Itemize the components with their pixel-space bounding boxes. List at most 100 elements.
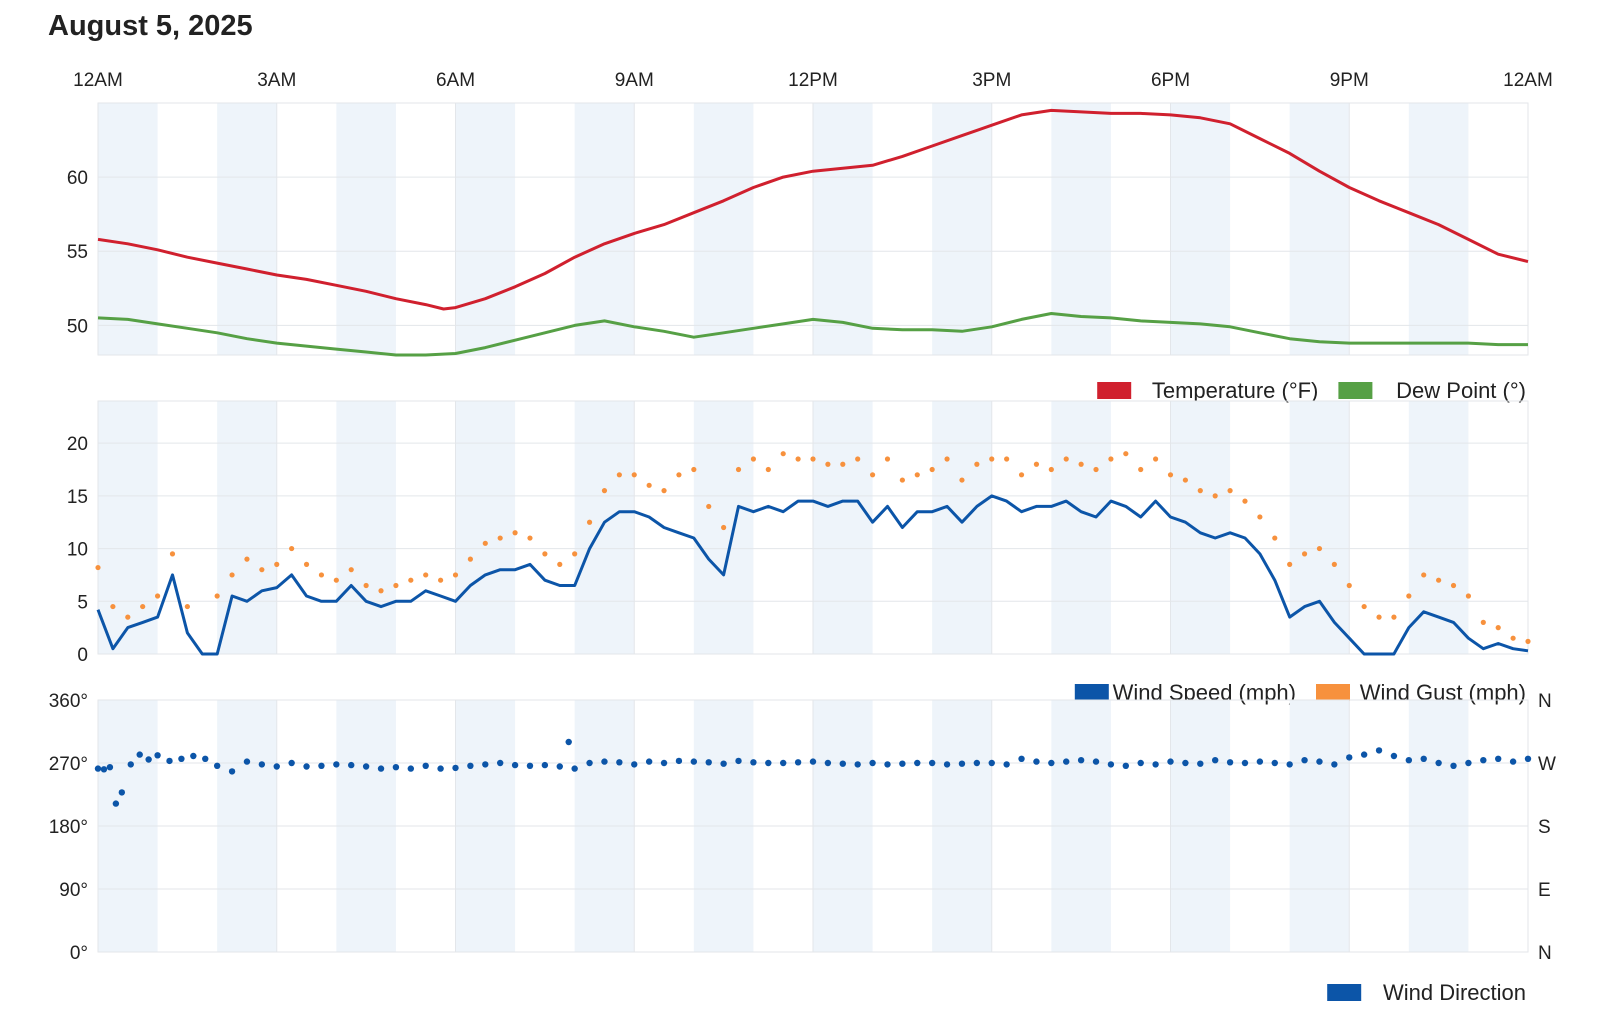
- gust-point: [1123, 451, 1129, 457]
- direction-point: [854, 761, 861, 768]
- direction-point: [1450, 762, 1457, 769]
- compass-tick-label: N: [1538, 943, 1552, 964]
- gust-point: [1033, 461, 1040, 467]
- direction-point: [511, 761, 519, 769]
- time-label: 6AM: [436, 70, 475, 91]
- gust-point: [1093, 466, 1099, 473]
- legend-label: Wind Direction: [1383, 980, 1526, 1005]
- gust-point: [378, 588, 384, 594]
- wind-direction-legend: Wind Direction: [1327, 980, 1526, 1005]
- gust-point: [289, 545, 295, 552]
- direction-point: [660, 759, 668, 767]
- direction-point: [496, 759, 504, 767]
- direction-point: [809, 758, 817, 765]
- direction-point: [645, 758, 653, 765]
- time-label: 12AM: [73, 70, 123, 91]
- compass-tick-label: E: [1538, 880, 1551, 901]
- direction-point: [1018, 755, 1025, 762]
- direction-point: [1346, 754, 1353, 761]
- direction-point: [362, 763, 370, 770]
- direction-point: [112, 800, 120, 807]
- time-label: 3AM: [257, 70, 296, 91]
- gust-point: [1525, 638, 1531, 644]
- gust-point: [884, 456, 891, 462]
- direction-point: [1241, 759, 1249, 767]
- direction-point: [136, 751, 143, 758]
- direction-point: [273, 763, 280, 770]
- gust-point: [601, 488, 608, 494]
- gust-point: [1480, 619, 1486, 625]
- hour-stripe: [98, 103, 158, 355]
- direction-point: [750, 759, 757, 766]
- y-tick-label: 55: [67, 242, 88, 263]
- hour-stripe: [1051, 401, 1111, 654]
- gust-point: [959, 477, 965, 483]
- legend-swatch: [1338, 382, 1373, 399]
- direction-point: [94, 765, 102, 772]
- direction-point: [1524, 755, 1532, 762]
- direction-point: [213, 762, 221, 769]
- compass-tick-label: S: [1538, 817, 1551, 838]
- gust-point: [1078, 461, 1084, 467]
- direction-point: [1167, 758, 1174, 765]
- gust-point: [735, 466, 742, 473]
- direction-point: [1107, 761, 1115, 768]
- direction-point: [1256, 758, 1264, 765]
- direction-point: [482, 761, 489, 768]
- gust-point: [944, 456, 950, 462]
- gust-point: [229, 572, 235, 578]
- direction-point: [526, 762, 534, 769]
- gust-point: [929, 466, 935, 473]
- gust-point: [95, 564, 101, 571]
- gust-point: [825, 461, 831, 467]
- direction-point: [422, 762, 429, 769]
- hour-stripe: [1289, 401, 1350, 654]
- gust-point: [974, 461, 980, 467]
- direction-point: [202, 755, 209, 762]
- temperature-legend: Dew Point (°) Temperature (°F): [1097, 378, 1526, 403]
- direction-point: [601, 758, 608, 765]
- direction-point: [348, 761, 355, 769]
- direction-point: [616, 759, 623, 766]
- gust-point: [482, 540, 488, 546]
- direction-point: [106, 764, 114, 771]
- gust-point: [512, 530, 518, 536]
- direction-point: [1226, 759, 1234, 766]
- gust-point: [1167, 472, 1174, 478]
- gust-point: [1212, 493, 1218, 499]
- gust-point: [1450, 582, 1457, 589]
- panel-frame: [97, 102, 1529, 356]
- time-label: 6PM: [1151, 70, 1190, 91]
- direction-point: [631, 761, 638, 768]
- y-tick-label: 360°: [49, 691, 88, 712]
- gust-point: [1108, 456, 1114, 462]
- direction-point: [407, 765, 415, 772]
- direction-point: [675, 757, 683, 765]
- gust-point: [169, 551, 176, 557]
- direction-point: [1316, 758, 1323, 765]
- gust-point: [1316, 545, 1323, 552]
- gust-point: [586, 519, 593, 525]
- direction-point: [228, 768, 236, 775]
- direction-point: [690, 758, 698, 765]
- direction-point: [780, 759, 787, 767]
- hour-stripe: [1289, 103, 1350, 355]
- direction-point: [928, 759, 936, 767]
- direction-point: [1420, 755, 1427, 762]
- gust-point: [154, 593, 161, 599]
- gust-point: [274, 561, 280, 567]
- gust-point: [1227, 488, 1233, 494]
- gust-point: [616, 472, 622, 478]
- hour-stripe: [336, 401, 396, 654]
- direction-point: [1375, 747, 1383, 754]
- direction-point: [1077, 757, 1085, 764]
- hour-stripe: [574, 401, 635, 654]
- hour-stripe: [813, 401, 873, 654]
- gust-point: [393, 582, 399, 589]
- direction-point: [1435, 759, 1442, 767]
- direction-point: [333, 761, 340, 768]
- gust-point: [855, 456, 861, 462]
- page-title: August 5, 2025: [48, 10, 253, 42]
- gust-point: [869, 472, 876, 478]
- y-tick-label: 20: [67, 434, 88, 455]
